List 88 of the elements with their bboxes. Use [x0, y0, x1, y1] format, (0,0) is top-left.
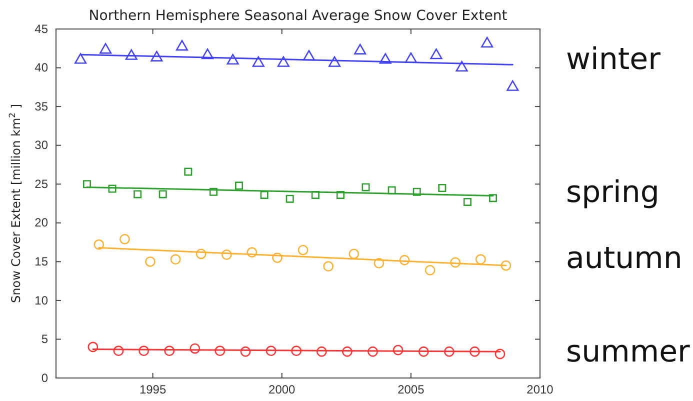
point: [108, 184, 116, 193]
point: [170, 254, 181, 265]
point: [469, 346, 480, 357]
point: [475, 254, 486, 265]
point: [392, 344, 404, 356]
point: [354, 44, 366, 54]
point: [456, 60, 468, 72]
point: [94, 239, 104, 250]
x-tick-label: 1995: [139, 382, 166, 397]
point: [164, 346, 175, 356]
point: [291, 346, 302, 356]
point: [444, 346, 454, 357]
series-label: winter: [566, 42, 662, 78]
point: [463, 198, 472, 206]
point: [481, 36, 494, 48]
y-tick-label: 15: [34, 254, 48, 269]
point: [252, 56, 264, 67]
point: [82, 180, 91, 188]
point: [430, 48, 442, 60]
point: [202, 48, 214, 60]
point: [240, 346, 251, 357]
point: [316, 346, 327, 357]
point: [328, 56, 341, 67]
point: [298, 244, 308, 256]
point: [235, 182, 244, 190]
point: [399, 254, 410, 266]
point: [158, 190, 167, 198]
point: [266, 346, 276, 356]
point: [500, 260, 512, 271]
point: [184, 168, 192, 176]
point: [424, 265, 436, 276]
point: [348, 248, 360, 260]
point: [379, 53, 392, 64]
point: [506, 80, 519, 91]
text: summer: [566, 334, 691, 370]
series-label: autumn: [566, 240, 682, 276]
x-tick-label: 2000: [268, 382, 296, 397]
point: [342, 346, 352, 357]
point: [272, 252, 282, 263]
y-tick-label: 35: [34, 99, 48, 114]
point: [302, 50, 315, 61]
x-tick-label: 2010: [526, 382, 554, 397]
point: [418, 346, 429, 357]
point: [323, 261, 334, 272]
point: [134, 190, 142, 198]
y-tick-label: 20: [34, 216, 48, 230]
point: [190, 343, 200, 354]
point: [214, 346, 226, 356]
text: spring: [566, 174, 660, 210]
point: [209, 188, 218, 196]
point: [221, 249, 232, 260]
point: [113, 346, 124, 356]
point: [125, 49, 138, 60]
point: [438, 184, 446, 192]
point: [100, 43, 112, 54]
point: [226, 54, 239, 65]
y-tick-label: 0: [41, 370, 48, 385]
point: [119, 234, 130, 244]
x-tick-label: 2005: [398, 382, 425, 397]
point: [176, 40, 188, 51]
y-tick-label: 5: [41, 332, 48, 346]
point: [489, 194, 498, 202]
point: [362, 183, 370, 192]
point: [311, 190, 320, 199]
point: [88, 342, 98, 352]
point: [138, 346, 149, 356]
y-tick-label: 25: [34, 176, 48, 191]
y-tick-label: 40: [34, 60, 48, 75]
y-tick-label: 30: [34, 138, 48, 152]
point: [404, 52, 417, 63]
point: [388, 186, 396, 194]
point: [336, 190, 344, 199]
point: [374, 258, 384, 268]
point: [277, 56, 290, 67]
point: [450, 257, 461, 268]
point: [74, 53, 87, 64]
chart-title: Northern Hemisphere Seasonal Average Snow Cover Extent: [88, 8, 508, 24]
point: [412, 188, 421, 196]
point: [145, 256, 156, 267]
point: [196, 248, 206, 260]
point: [150, 50, 163, 62]
point: [286, 194, 294, 203]
y-tick-label: 10: [34, 293, 48, 308]
point: [494, 348, 506, 360]
y-tick-label: 45: [34, 22, 48, 36]
point: [246, 247, 258, 258]
point: [260, 190, 268, 199]
point: [368, 346, 378, 357]
